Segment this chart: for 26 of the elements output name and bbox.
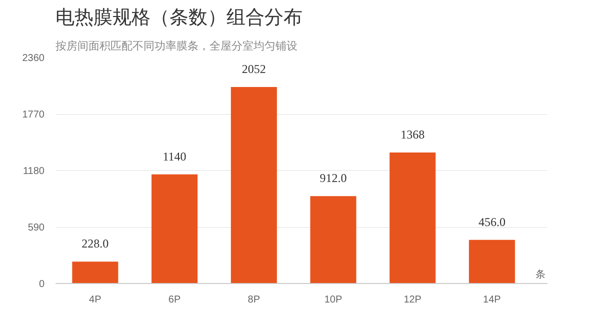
x-tick-label: 6P	[168, 294, 181, 306]
x-tick-label: 8P	[248, 294, 260, 306]
x-tick-label: 12P	[404, 294, 422, 306]
x-tick-label: 4P	[89, 294, 102, 306]
bar	[390, 152, 436, 284]
chart-title: 电热膜规格（条数）组合分布	[56, 8, 302, 28]
y-tick-label: 1180	[22, 166, 45, 177]
bar	[468, 240, 515, 284]
bar	[72, 262, 118, 284]
y-tick-label: 0	[38, 279, 45, 290]
data-label: 2052	[242, 62, 266, 76]
x-axis-title: 条	[536, 268, 546, 280]
x-tick-label: 10P	[324, 294, 342, 306]
bar	[152, 174, 198, 284]
y-tick-label: 1770	[22, 110, 45, 120]
data-label: 1368	[400, 127, 425, 142]
data-label: 912.0	[320, 171, 347, 186]
data-label: 228.0	[82, 236, 109, 251]
y-tick-label: 590	[28, 222, 45, 234]
y-tick-label: 2360	[22, 53, 45, 64]
data-label: 1140	[162, 149, 186, 164]
data-label: 456.0	[478, 214, 506, 229]
bar	[310, 196, 356, 284]
x-tick-label: 14P	[483, 294, 502, 306]
bar	[230, 86, 277, 284]
chart-subtitle: 按房间面积匹配不同功率膜条，全屋分室均匀铺设	[56, 40, 298, 52]
